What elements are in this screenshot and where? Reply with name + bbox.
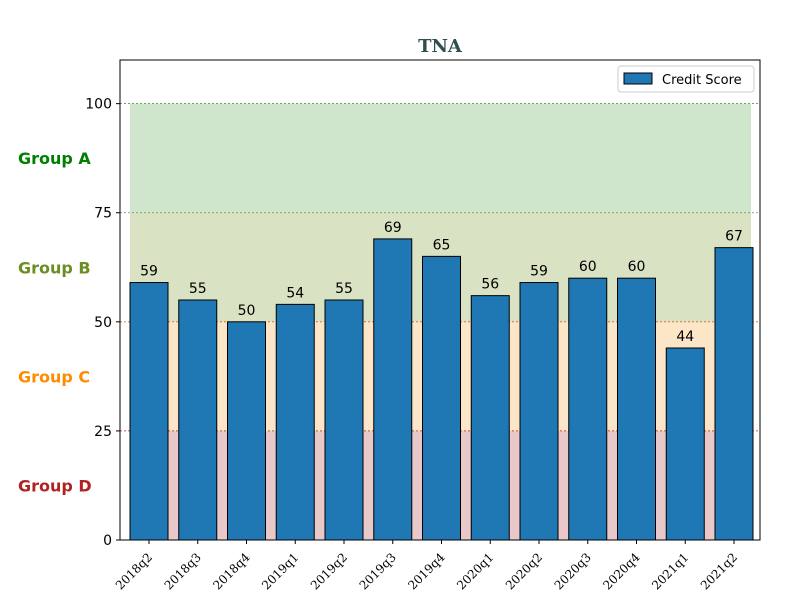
legend-label: Credit Score — [662, 73, 742, 88]
group-label: Group C — [18, 367, 90, 386]
x-tick-label: 2019q2 — [308, 550, 350, 592]
bar-2020q3 — [568, 277, 608, 541]
chart-title: TNA — [418, 36, 463, 57]
bar-value-label: 60 — [628, 259, 646, 275]
y-tick-label: 0 — [103, 533, 112, 549]
group-labels: Group A Group B Group C Group D — [18, 149, 92, 495]
bar-value-label: 67 — [725, 229, 743, 245]
bar-2018q4 — [227, 321, 266, 541]
x-tick-label: 2020q3 — [552, 550, 594, 592]
bar-value-labels: 59 55 50 54 55 69 65 56 59 60 60 44 67 — [140, 220, 743, 345]
group-label: Group D — [18, 476, 92, 495]
y-tick-label: 25 — [94, 424, 112, 440]
bar-value-label: 55 — [189, 281, 207, 297]
bar-2019q4 — [422, 255, 461, 541]
bar-2020q2 — [519, 282, 559, 541]
x-tick-label: 2018q2 — [113, 550, 155, 592]
bar-value-label: 55 — [335, 281, 353, 297]
bar-value-label: 65 — [433, 237, 451, 253]
x-tick-label: 2018q4 — [210, 550, 253, 593]
bar-2018q2 — [129, 282, 169, 541]
x-tick-label: 2020q1 — [454, 550, 496, 592]
bar-value-label: 59 — [530, 264, 548, 280]
x-axis-ticks: 2018q2 2018q3 2018q4 2019q1 2019q2 2019q3 2019… — [113, 540, 740, 593]
y-tick-label: 50 — [94, 315, 112, 331]
y-tick-label: 75 — [94, 206, 112, 222]
x-tick-label: 2019q3 — [357, 550, 399, 592]
bar-2019q1 — [275, 303, 315, 541]
bar-value-label: 44 — [676, 329, 694, 345]
bar-2018q3 — [178, 299, 218, 541]
y-tick-label: 100 — [85, 97, 112, 113]
x-tick-label: 2019q1 — [259, 550, 301, 592]
group-label: Group B — [18, 258, 91, 277]
band-group-a — [130, 103, 751, 213]
bars — [129, 238, 754, 541]
x-tick-label: 2021q2 — [698, 550, 740, 592]
legend: Credit Score — [617, 65, 755, 93]
bar-2021q1 — [665, 347, 705, 541]
bar-value-label: 69 — [384, 220, 402, 236]
bar-value-label: 50 — [238, 303, 256, 319]
group-label: Group A — [18, 149, 91, 168]
bar-2020q4 — [617, 277, 656, 541]
bar-2019q2 — [324, 299, 364, 541]
plot-frame — [119, 59, 761, 541]
x-tick-label: 2020q4 — [600, 550, 643, 593]
x-tick-label: 2019q4 — [405, 550, 448, 593]
y-axis-ticks: 0 25 50 75 100 — [85, 97, 120, 549]
bar-2021q2 — [714, 247, 754, 541]
bar-value-label: 56 — [481, 277, 499, 293]
bar-2019q3 — [373, 238, 413, 541]
legend-swatch — [623, 72, 653, 85]
x-tick-label: 2018q3 — [162, 550, 204, 592]
bar-2020q1 — [470, 295, 510, 541]
x-tick-label: 2020q2 — [503, 550, 545, 592]
bar-value-label: 54 — [286, 285, 304, 301]
x-tick-label: 2021q1 — [649, 550, 691, 592]
bar-value-label: 59 — [140, 264, 158, 280]
bar-value-label: 60 — [579, 259, 597, 275]
